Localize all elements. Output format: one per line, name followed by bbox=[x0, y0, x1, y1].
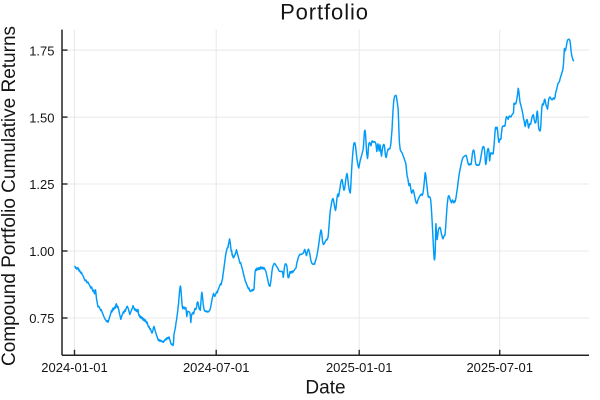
svg-text:Portfolio: Portfolio bbox=[280, 0, 369, 25]
svg-text:Compound Portfolio Cumulative: Compound Portfolio Cumulative Returns bbox=[0, 26, 20, 366]
svg-text:0.75: 0.75 bbox=[29, 311, 54, 326]
svg-text:1.00: 1.00 bbox=[29, 244, 54, 259]
svg-text:Date: Date bbox=[305, 377, 345, 398]
svg-text:2024-01-01: 2024-01-01 bbox=[41, 360, 108, 375]
svg-text:2025-01-01: 2025-01-01 bbox=[326, 360, 393, 375]
svg-text:1.75: 1.75 bbox=[29, 43, 54, 58]
svg-text:1.50: 1.50 bbox=[29, 110, 54, 125]
svg-text:1.25: 1.25 bbox=[29, 177, 54, 192]
svg-text:2024-07-01: 2024-07-01 bbox=[183, 360, 250, 375]
svg-text:2025-07-01: 2025-07-01 bbox=[466, 360, 533, 375]
